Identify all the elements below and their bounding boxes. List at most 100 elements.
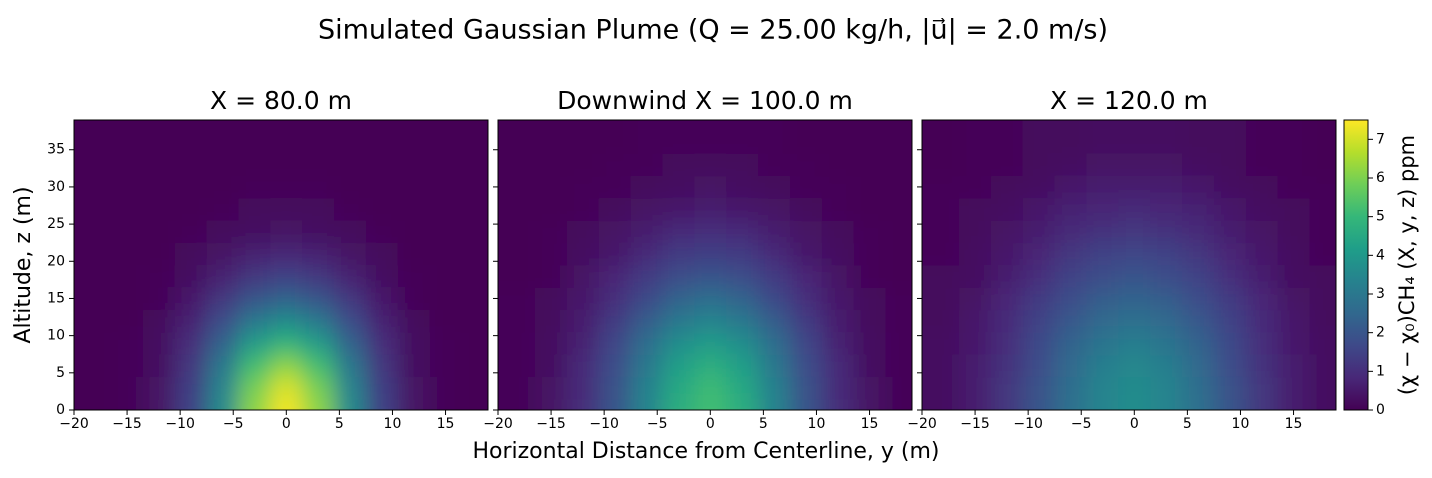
heatmap-cell [1054, 287, 1088, 311]
heatmap-cells [922, 120, 1336, 410]
heatmap-cell [991, 120, 1024, 154]
heatmap-cell [365, 309, 399, 333]
heatmap-cell [1086, 175, 1119, 199]
heatmap-cell [1213, 398, 1247, 410]
heatmap-cell [567, 376, 600, 400]
heatmap-cell [630, 265, 664, 288]
heatmap-cell [1245, 376, 1279, 400]
heatmap-cell [461, 153, 488, 177]
heatmap-cell [662, 120, 695, 154]
heatmap-cell [143, 242, 176, 266]
heatmap-cell [1150, 120, 1183, 154]
heatmap-cell [630, 120, 664, 154]
heatmap-cell [238, 331, 271, 355]
heatmap-cell [758, 354, 791, 378]
heatmap-cell [365, 331, 399, 355]
heatmap-cell [821, 331, 855, 355]
heatmap-cell [74, 331, 112, 355]
heatmap-cell [174, 309, 208, 333]
heatmap-cell [630, 398, 664, 410]
heatmap-cell [334, 242, 367, 266]
heatmap-cell [1086, 220, 1119, 244]
heatmap-cell [726, 376, 759, 400]
heatmap-cell [206, 153, 240, 177]
heatmap-cell [991, 376, 1024, 400]
heatmap-cell [498, 265, 536, 288]
heatmap-cells [498, 120, 912, 410]
heatmap-cell [567, 175, 600, 199]
x-tick-label: −20 [59, 416, 89, 432]
heatmap-cell [302, 242, 335, 266]
heatmap-cell [1022, 398, 1056, 410]
panel-title: X = 120.0 m [1050, 86, 1208, 115]
x-tick-label: 15 [1285, 416, 1303, 432]
heatmap-cell [498, 309, 536, 333]
heatmap-cell [1054, 398, 1088, 410]
heatmap-cell [397, 376, 431, 400]
heatmap-cell [726, 153, 759, 177]
heatmap-cell [111, 198, 144, 221]
heatmap-cell [1245, 398, 1279, 410]
heatmap-cell [1054, 198, 1088, 221]
heatmap-cell [726, 398, 759, 410]
heatmap-cell [922, 265, 960, 288]
heatmap-cell [1118, 242, 1151, 266]
colorbar-tick-label: 0 [1376, 402, 1385, 418]
heatmap-cell [397, 265, 431, 288]
heatmap-cell [662, 287, 695, 311]
heatmap-cell [397, 198, 431, 221]
heatmap-cell [821, 242, 855, 266]
heatmap-cell [789, 175, 823, 199]
heatmap-cell [694, 265, 727, 288]
heatmap-cell [429, 398, 462, 410]
heatmap-cell [853, 242, 886, 266]
heatmap-cell [74, 376, 112, 400]
heatmap-cell [694, 287, 727, 311]
heatmap-cell [1277, 331, 1310, 355]
heatmap-cell [789, 398, 823, 410]
heatmap-cell [922, 120, 960, 154]
heatmap-cell [174, 398, 208, 410]
heatmap-cell [535, 120, 568, 154]
y-tick-label: 0 [56, 402, 65, 418]
x-tick-label: 5 [759, 416, 768, 432]
heatmap-cell [598, 398, 632, 410]
heatmap-cell [1309, 354, 1336, 378]
heatmap-cell [461, 198, 488, 221]
heatmap-cell [74, 198, 112, 221]
heatmap-cell [694, 198, 727, 221]
heatmap-cell [991, 242, 1024, 266]
x-tick-label: −15 [112, 416, 142, 432]
heatmap-cell [1277, 354, 1310, 378]
heatmap-cell [74, 220, 112, 244]
colorbar-tick-label: 5 [1376, 209, 1385, 225]
heatmap-cell [959, 265, 992, 288]
heatmap-cell [1309, 265, 1336, 288]
heatmap-cell [498, 331, 536, 355]
heatmap-cell [334, 309, 367, 333]
heatmap-cell [630, 220, 664, 244]
heatmap-cell [1277, 242, 1310, 266]
heatmap-cell [662, 265, 695, 288]
heatmap-cell [991, 175, 1024, 199]
heatmap-cell [922, 376, 960, 400]
heatmap-cell [74, 153, 112, 177]
heatmap-cell [853, 220, 886, 244]
heatmap-cell [334, 153, 367, 177]
heatmap-cell [206, 331, 240, 355]
heatmap-cell [991, 153, 1024, 177]
heatmap-cell [270, 309, 303, 333]
heatmap-cell [143, 354, 176, 378]
heatmap-cell [662, 331, 695, 355]
heatmap-cell [991, 265, 1024, 288]
heatmap-cell [853, 354, 886, 378]
heatmap-cell [630, 287, 664, 311]
heatmap-cell [429, 265, 462, 288]
heatmap-cell [334, 265, 367, 288]
heatmap-cell [567, 331, 600, 355]
heatmap-cell [334, 287, 367, 311]
heatmap-cell [1118, 220, 1151, 244]
heatmap-cell [758, 198, 791, 221]
heatmap-cell [270, 398, 303, 410]
heatmap-cell [498, 398, 536, 410]
